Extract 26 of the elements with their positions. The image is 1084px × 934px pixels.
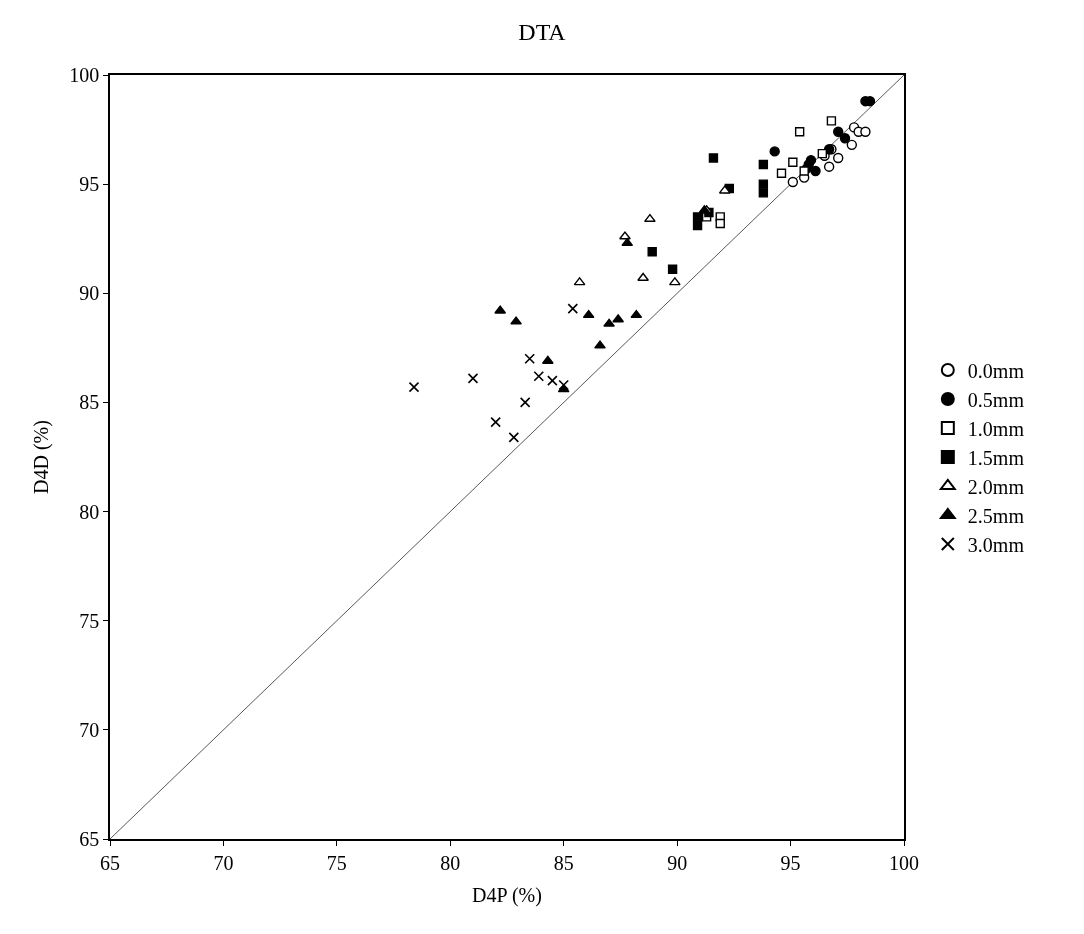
legend-label: 0.5mm [967, 388, 1025, 411]
legend-label: 1.5mm [967, 446, 1025, 469]
x-tick-label: 100 [889, 851, 919, 874]
legend-label: 2.0mm [967, 475, 1025, 498]
legend-label: 0.0mm [967, 359, 1025, 382]
x-tick-label: 70 [213, 851, 234, 874]
y-tick-label: 100 [69, 64, 100, 86]
x-tick-label: 90 [667, 851, 688, 874]
chart-title: DTA [518, 19, 567, 46]
x-tick-label: 65 [100, 851, 120, 874]
x-axis-title: D4P (%) [472, 883, 542, 907]
x-tick-label: 85 [553, 851, 574, 874]
y-tick-label: 95 [79, 173, 100, 196]
y-tick-label: 85 [79, 391, 100, 414]
y-tick-label: 80 [79, 500, 100, 523]
legend-label: 1.0mm [967, 417, 1025, 440]
y-axis-title: D4D (%) [30, 420, 54, 494]
x-tick-label: 95 [780, 851, 801, 874]
y-tick-label: 65 [79, 828, 100, 850]
y-tick-label: 75 [79, 609, 100, 632]
y-tick-label: 90 [79, 282, 100, 305]
x-tick-label: 75 [326, 851, 347, 874]
x-tick-label: 80 [440, 851, 461, 874]
y-tick-label: 70 [79, 718, 100, 741]
legend-label: 2.5mm [967, 504, 1025, 527]
legend-label: 3.0mm [967, 533, 1025, 556]
